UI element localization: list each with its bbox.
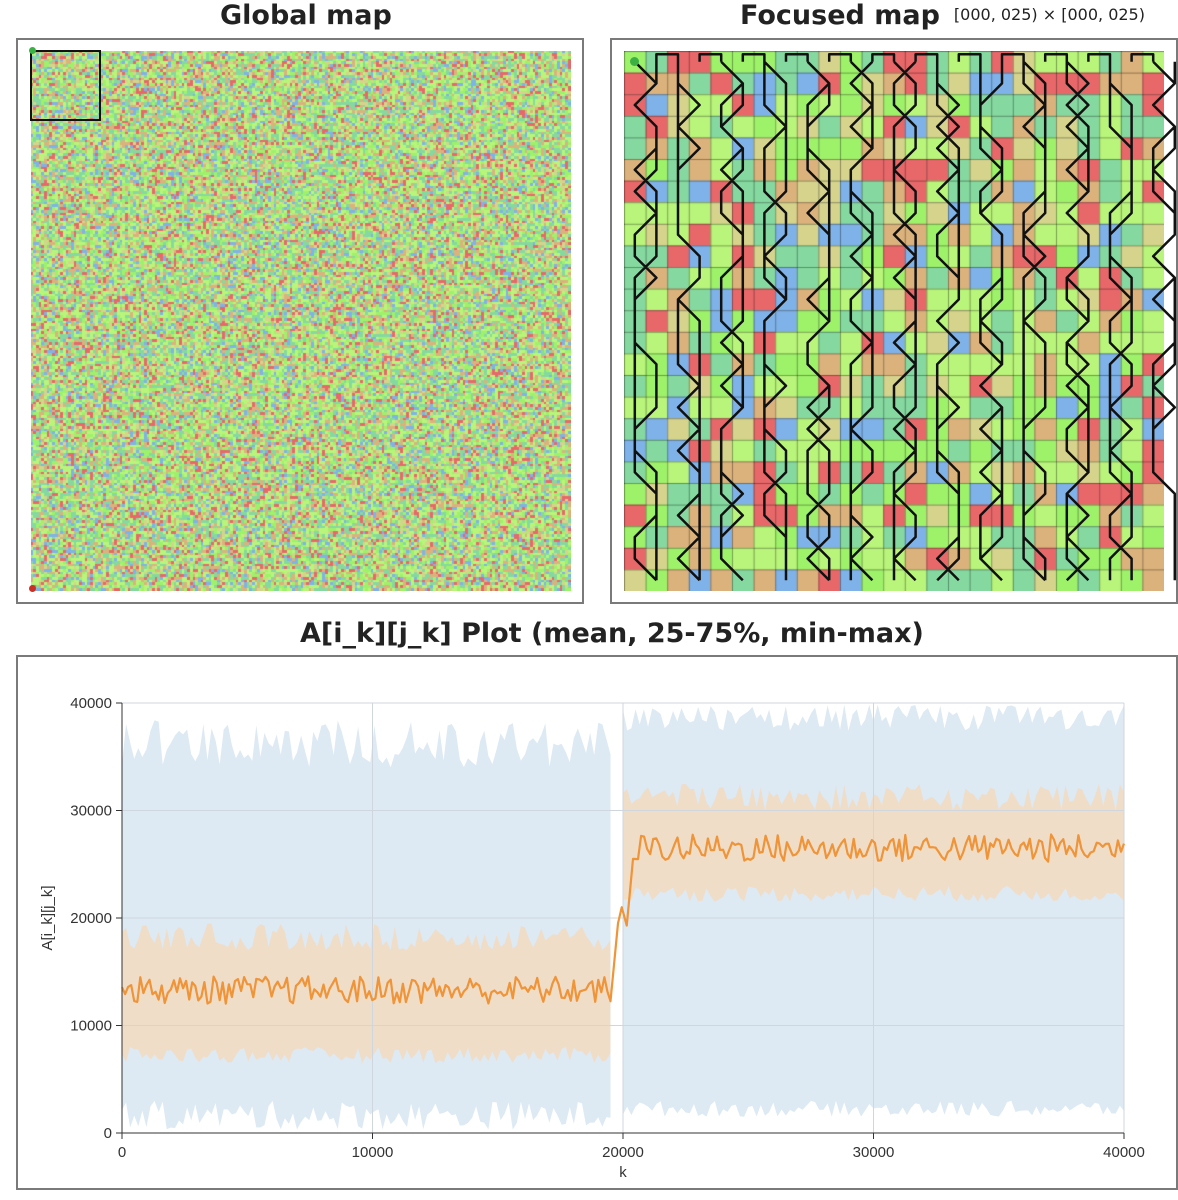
x-tick-label: 10000 [352, 1144, 394, 1161]
x-axis-label: k [619, 1164, 627, 1181]
chart-title: A[i_k][j_k] Plot (mean, 25-75%, min-max) [300, 618, 924, 649]
x-tick-label: 40000 [1103, 1144, 1145, 1161]
x-tick-label: 30000 [853, 1144, 895, 1161]
global-map-start-marker [29, 47, 36, 54]
mean-line [120, 833, 1126, 1005]
global-map-canvas[interactable] [31, 51, 571, 591]
y-axis-label: A[i_k][j_k] [39, 885, 56, 950]
x-tick-label: 0 [118, 1144, 126, 1161]
y-tick-label: 10000 [70, 1018, 112, 1035]
y-tick-label: 0 [104, 1125, 112, 1142]
focused-map-path [633, 52, 1177, 582]
y-tick-label: 20000 [70, 910, 112, 927]
focused-map-start-marker [630, 57, 639, 66]
path-line [633, 52, 1177, 582]
chart-svg[interactable]: 0 10000 20000 30000 40000 0 10000 20000 30000 400… [16, 655, 1178, 1190]
global-map-title: Global map [220, 0, 392, 31]
focused-map-title-text: Focused map [740, 0, 940, 31]
y-tick-label: 30000 [70, 803, 112, 820]
y-tick-label: 40000 [70, 695, 112, 712]
focused-map-range: [000, 025) × [000, 025) [953, 5, 1145, 24]
minmax-band-segment-1 [122, 720, 611, 1130]
focused-map-title: Focused map [000, 025) × [000, 025) [740, 0, 1145, 31]
global-map-focus-rect[interactable] [30, 50, 101, 121]
x-tick-label: 20000 [602, 1144, 644, 1161]
global-map-end-marker [29, 585, 36, 592]
